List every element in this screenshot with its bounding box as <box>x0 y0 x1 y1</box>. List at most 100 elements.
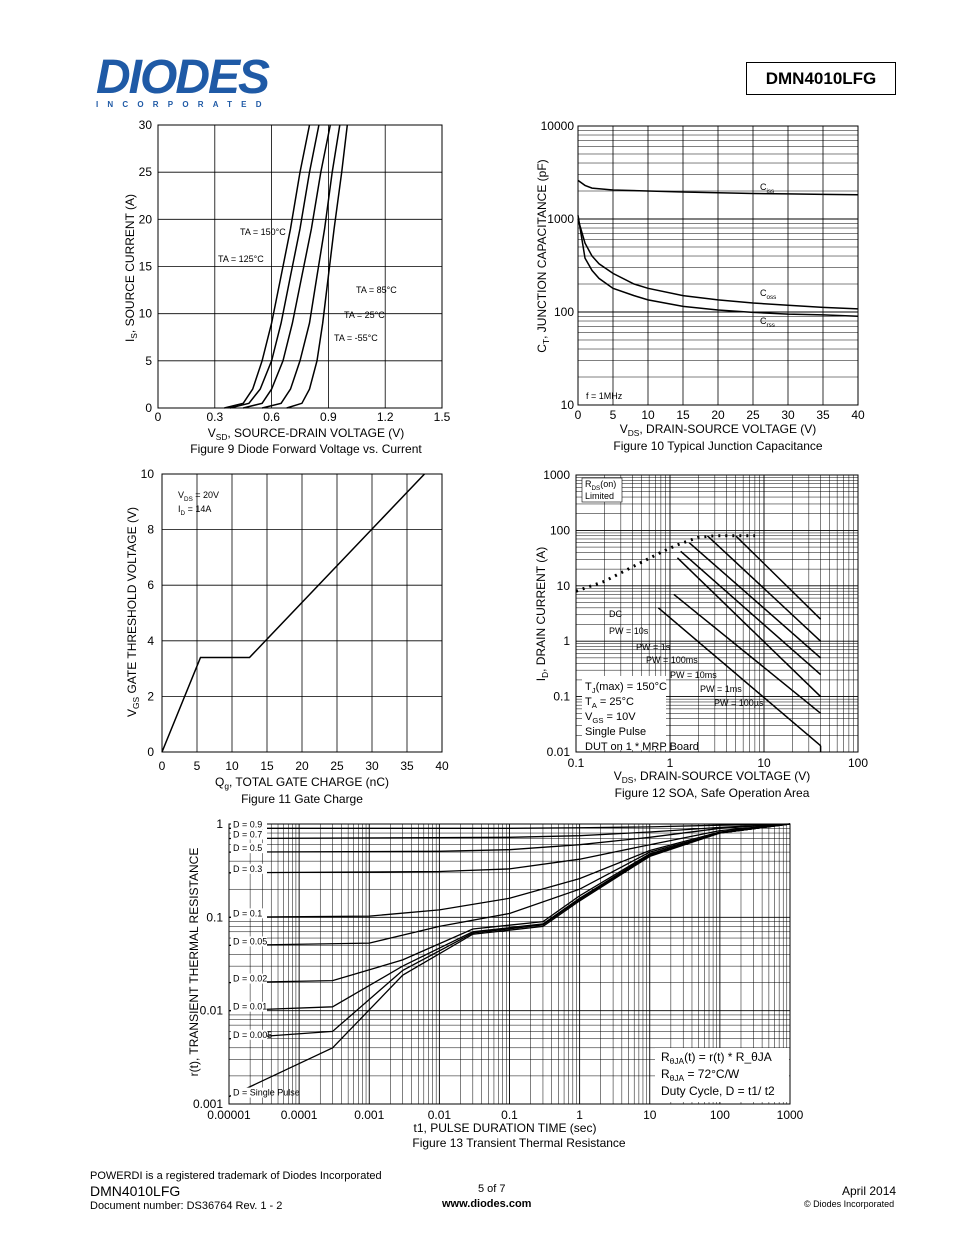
series-line <box>229 124 320 409</box>
x-tick-label: 10 <box>757 756 771 770</box>
series-label: TA = 25°C <box>344 310 385 320</box>
series-label: TA = 85°C <box>356 285 397 295</box>
document-number: Document number: DS36764 Rev. 1 - 2 <box>90 1200 283 1212</box>
pw-label: PW = 100µs <box>714 698 764 708</box>
y-axis-label: ID, DRAIN CURRENT (A) <box>534 547 550 682</box>
x-axis-label: VDS, DRAIN-SOURCE VOLTAGE (V) <box>620 422 817 438</box>
x-tick-label: 0.6 <box>263 410 280 424</box>
series-label: D = 0.01 <box>233 1002 267 1012</box>
pw-label: DC <box>609 609 622 619</box>
series-label: D = 0.05 <box>233 936 267 946</box>
series-label: D = Single Pulse <box>233 1088 300 1098</box>
figure-caption: Figure 9 Diode Forward Voltage vs. Curre… <box>190 442 422 456</box>
x-tick-label: 100 <box>710 1108 730 1122</box>
formula-text: RθJA(t) = r(t) * R_θJA <box>661 1050 772 1066</box>
x-tick-label: 1 <box>667 756 674 770</box>
y-tick-label: 25 <box>139 165 153 179</box>
x-tick-label: 0 <box>159 759 166 773</box>
y-tick-label: 0 <box>147 745 154 759</box>
y-tick-label: 15 <box>139 260 153 274</box>
series-label-bg <box>231 1029 267 1040</box>
trademark-note: POWERDI is a registered trademark of Dio… <box>90 1170 382 1182</box>
y-tick-label: 10 <box>139 307 153 321</box>
y-tick-label: 0.01 <box>200 1004 224 1018</box>
series-label-bg <box>231 819 267 830</box>
y-tick-label: 6 <box>147 578 154 592</box>
condition-text: TA = 25°C <box>585 696 634 710</box>
y-tick-label: 100 <box>550 523 570 537</box>
x-axis-label: VDS, DRAIN-SOURCE VOLTAGE (V) <box>614 769 811 785</box>
logo-wordmark: DIODES <box>96 51 270 104</box>
figure-caption: Figure 13 Transient Thermal Resistance <box>412 1136 626 1150</box>
website-link[interactable]: www.diodes.com <box>442 1198 532 1210</box>
formula-text: RθJA = 72°C/W <box>661 1067 740 1083</box>
series-label: D = 0.02 <box>233 974 267 984</box>
x-tick-label: 0.1 <box>501 1108 518 1122</box>
y-tick-label: 0.1 <box>553 690 570 704</box>
x-tick-label: 1.5 <box>434 410 451 424</box>
pw-line <box>676 557 822 698</box>
x-axis-label: Qg, TOTAL GATE CHARGE (nC) <box>215 775 389 791</box>
series-label-bg <box>231 863 267 874</box>
x-tick-label: 0 <box>155 410 162 424</box>
x-tick-label: 30 <box>365 759 379 773</box>
figure-caption: Figure 12 SOA, Safe Operation Area <box>615 786 810 800</box>
condition-text: VGS = 10V <box>585 711 636 725</box>
x-tick-label: 10 <box>225 759 239 773</box>
x-tick-label: 40 <box>851 408 865 422</box>
x-tick-label: 25 <box>746 408 760 422</box>
pw-label: PW = 10ms <box>670 670 717 680</box>
x-tick-label: 25 <box>330 759 344 773</box>
x-tick-label: 0.001 <box>354 1108 384 1122</box>
pw-line <box>657 607 822 747</box>
y-tick-label: 10 <box>561 398 575 412</box>
x-tick-label: 100 <box>848 756 868 770</box>
x-tick-label: 20 <box>295 759 309 773</box>
series-label-bg <box>231 1087 267 1098</box>
x-axis-label: t1, PULSE DURATION TIME (sec) <box>414 1121 597 1135</box>
footer-date: April 2014 <box>842 1184 897 1198</box>
pw-label: PW = 1ms <box>700 684 742 694</box>
series-line <box>577 179 859 196</box>
x-tick-label: 5 <box>610 408 617 422</box>
series-line <box>224 124 311 409</box>
footer-copyright: © Diodes Incorporated <box>804 1199 895 1209</box>
series-label-bg <box>231 843 267 854</box>
y-tick-label: 5 <box>145 354 152 368</box>
series-line <box>161 473 426 753</box>
series-label-bg <box>231 973 267 984</box>
x-tick-label: 20 <box>711 408 725 422</box>
series-label-bg <box>231 936 267 947</box>
pw-label: PW = 1s <box>636 642 671 652</box>
series-label: TA = -55°C <box>334 333 378 343</box>
plot-frame <box>161 473 443 753</box>
series-label-bg <box>231 908 267 919</box>
series-label: D = 0.005 <box>233 1030 272 1040</box>
condition-text: Single Pulse <box>585 726 646 738</box>
series-label: TA = 150°C <box>240 227 286 237</box>
pw-line <box>673 593 822 714</box>
y-axis-label: VGS GATE THRESHOLD VOLTAGE (V) <box>125 507 141 717</box>
y-tick-label: 10 <box>141 467 155 481</box>
x-tick-label: 5 <box>194 759 201 773</box>
series-line <box>228 823 791 853</box>
diodes-logo: DIODES INCORPORATED <box>96 51 271 110</box>
pw-line <box>706 535 822 642</box>
plot-frame <box>575 474 859 753</box>
rds-label-box <box>581 477 623 503</box>
x-tick-label: 0.3 <box>206 410 223 424</box>
series-label: Ciss <box>760 182 774 195</box>
figure-12-soa: 0.1 1 10 1000.010.11101001000RDS(on)Limited… <box>534 468 868 800</box>
series-line <box>577 218 859 310</box>
y-tick-label: 1 <box>563 634 570 648</box>
series-line <box>228 823 791 840</box>
x-tick-label: 35 <box>400 759 414 773</box>
series-line <box>228 823 791 874</box>
pw-line <box>680 550 822 676</box>
y-axis-label: r(t), TRANSIENT THERMAL RESISTANCE <box>187 848 201 1077</box>
series-label: D = 0.7 <box>233 829 262 839</box>
x-tick-label: 0.0001 <box>281 1108 318 1122</box>
id-note: ID = 14A <box>178 504 211 517</box>
series-line <box>243 124 332 409</box>
